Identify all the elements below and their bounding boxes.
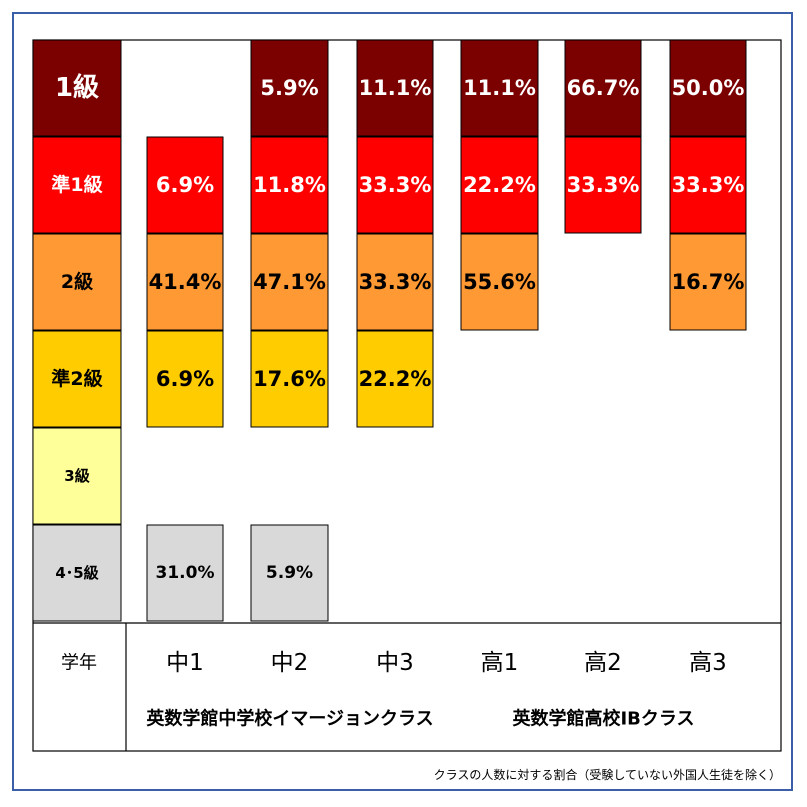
level-label: 4･5級 (55, 564, 98, 582)
level-label: 1級 (55, 72, 99, 103)
value-cell (564, 136, 642, 234)
value-label: 16.7% (672, 270, 745, 294)
value-cell (146, 524, 224, 622)
value-cell (250, 330, 329, 428)
value-cell (356, 39, 434, 137)
value-label: 17.6% (253, 367, 326, 391)
value-label: 6.9% (156, 173, 214, 197)
value-label: 5.9% (260, 76, 318, 100)
value-cell (146, 330, 224, 428)
value-cell (669, 233, 747, 331)
grade-label: 中2 (271, 650, 309, 676)
value-label: 22.2% (463, 173, 536, 197)
grade-label: 高1 (481, 650, 519, 676)
value-label: 66.7% (567, 76, 640, 100)
value-label: 11.8% (253, 173, 326, 197)
grade-label: 中1 (166, 650, 204, 676)
level-label-cell (32, 39, 122, 137)
row-header-label: 学年 (61, 653, 97, 674)
value-label: 47.1% (253, 270, 326, 294)
value-cell (250, 39, 329, 137)
value-cell (250, 136, 329, 234)
value-label: 6.9% (156, 367, 214, 391)
value-label: 22.2% (359, 367, 432, 391)
level-label: 2級 (61, 270, 93, 293)
value-label: 33.3% (359, 270, 432, 294)
value-label: 33.3% (359, 173, 432, 197)
value-label: 41.4% (149, 270, 222, 294)
value-cell (356, 330, 434, 428)
value-cell (146, 233, 224, 331)
value-cell (356, 233, 434, 331)
grade-label: 中3 (376, 650, 414, 676)
value-cell (250, 524, 329, 622)
grade-label: 高2 (584, 650, 622, 676)
value-label: 55.6% (463, 270, 536, 294)
value-label: 31.0% (156, 563, 215, 583)
group-label: 英数学館中学校イマージョンクラス (145, 708, 433, 730)
level-label: 準1級 (51, 173, 102, 196)
value-label: 11.1% (463, 76, 536, 100)
level-label-cell (32, 233, 122, 331)
value-cell (564, 39, 642, 137)
group-label: 英数学館高校IBクラス (511, 708, 694, 730)
level-label-cell (32, 524, 122, 622)
level-label-cell (32, 136, 122, 234)
value-cell (460, 233, 539, 331)
value-label: 50.0% (672, 76, 745, 100)
footnote: クラスの人数に対する割合（受験していない外国人生徒を除く） (433, 768, 781, 782)
level-label: 準2級 (51, 367, 102, 390)
grade-label: 高3 (689, 650, 727, 676)
value-cell (356, 136, 434, 234)
value-cell (146, 136, 224, 234)
value-label: 33.3% (672, 173, 745, 197)
level-label-cell (32, 330, 122, 428)
value-label: 11.1% (359, 76, 432, 100)
level-label-cell (32, 427, 122, 525)
value-cell (669, 136, 747, 234)
level-label: 3級 (64, 467, 89, 485)
value-cell (460, 136, 539, 234)
value-label: 33.3% (567, 173, 640, 197)
value-label: 5.9% (266, 563, 313, 583)
value-cell (250, 233, 329, 331)
value-cell (669, 39, 747, 137)
value-cell (460, 39, 539, 137)
